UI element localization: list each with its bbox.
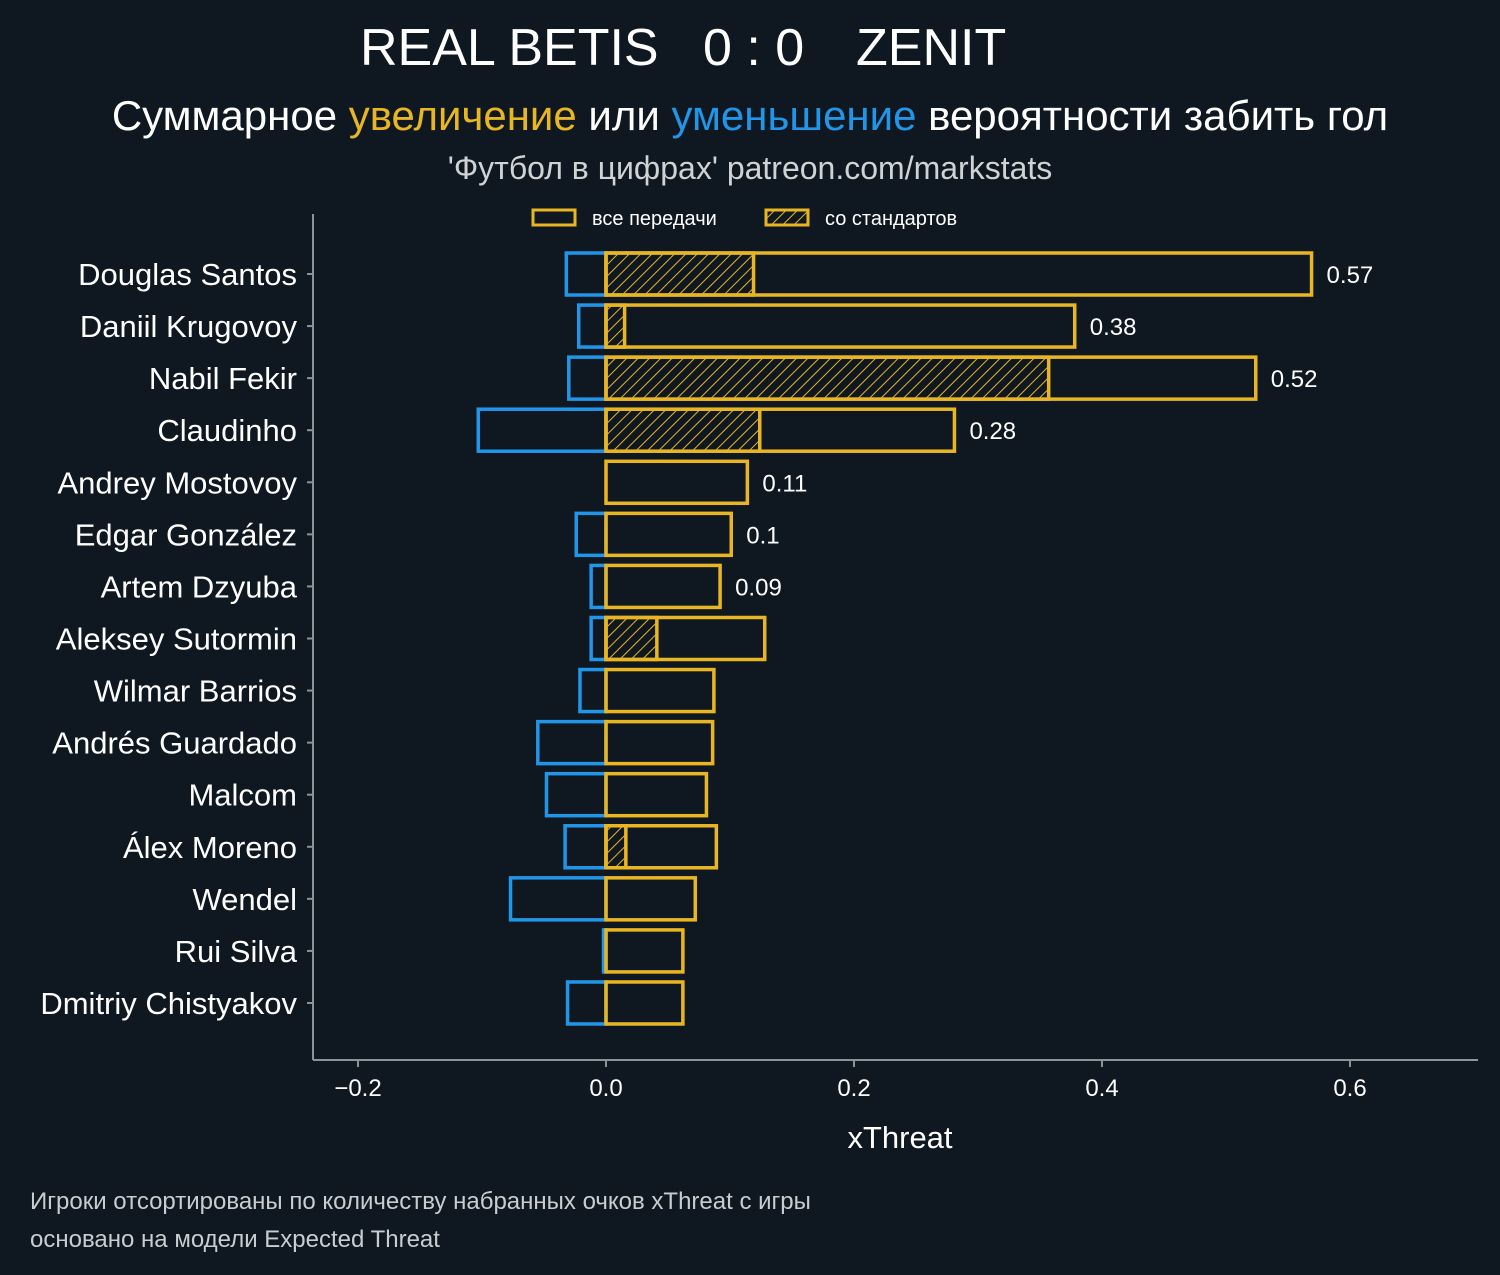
legend-swatch <box>531 208 577 227</box>
value-label: 0.28 <box>969 418 1016 445</box>
set-piece-bar <box>604 615 659 662</box>
negative-bar <box>589 563 608 610</box>
legend-swatch <box>764 208 810 227</box>
subtitle-part-1: Суммарное <box>111 92 349 139</box>
value-label: 0.09 <box>735 574 782 601</box>
all-passes-bar <box>604 459 750 506</box>
all-passes-bar <box>604 667 716 714</box>
value-label: 0.52 <box>1271 366 1318 393</box>
footnote-model: основано на модели Expected Threat <box>30 1226 440 1253</box>
negative-bar <box>578 667 608 714</box>
negative-bar <box>563 824 608 870</box>
value-label: 0.38 <box>1090 314 1137 341</box>
credit-line: 'Футбол в цифрах' patreon.com/markstats <box>447 150 1053 186</box>
chart-subtitle: Суммарное увеличение или уменьшение веро… <box>0 92 1500 140</box>
all-passes-bar <box>604 355 1258 401</box>
player-label: Artem Dzyuba <box>101 569 298 604</box>
x-tick-label: 0.2 <box>837 1075 870 1102</box>
player-label: Dmitriy Chistyakov <box>40 986 297 1021</box>
home-team: REAL BETIS <box>360 19 659 77</box>
value-label: 0.57 <box>1327 262 1374 289</box>
player-label: Edgar González <box>75 517 297 552</box>
subtitle-part-2: или <box>576 92 672 139</box>
negative-bar <box>565 980 608 1026</box>
legend-label: все передачи <box>592 208 717 230</box>
all-passes-bar <box>604 928 685 974</box>
all-passes-bar <box>604 251 1314 297</box>
player-label: Rui Silva <box>175 934 298 969</box>
subtitle-increase: увеличение <box>348 92 577 139</box>
set-piece-bar <box>604 407 762 453</box>
player-label: Andrey Mostovoy <box>58 465 298 500</box>
negative-bar <box>544 771 608 818</box>
legend-label: со стандартов <box>825 208 957 230</box>
all-passes-bar <box>604 771 709 818</box>
value-label: 0.1 <box>746 522 779 549</box>
x-tick-label: 0.6 <box>1333 1075 1366 1102</box>
player-label: Aleksey Sutormin <box>56 621 297 656</box>
x-axis-label: xThreat <box>847 1120 952 1155</box>
x-tick-label: 0.0 <box>589 1075 622 1102</box>
subtitle-part-3: вероятности забить гол <box>916 92 1389 139</box>
footnote-sorting: Игроки отсортированы по количеству набра… <box>30 1188 811 1215</box>
player-label: Álex Moreno <box>123 830 297 865</box>
negative-bar <box>476 407 608 453</box>
x-tick-label: −0.2 <box>334 1075 381 1102</box>
player-label: Andrés Guardado <box>52 726 297 761</box>
player-label: Claudinho <box>157 413 297 448</box>
set-piece-bar <box>604 355 1051 401</box>
negative-bar <box>576 303 608 349</box>
all-passes-bar <box>604 303 1077 349</box>
value-label: 0.11 <box>762 470 807 497</box>
set-piece-bar <box>604 303 627 349</box>
all-passes-bar <box>604 615 767 662</box>
negative-bar <box>567 355 608 401</box>
player-label: Wendel <box>192 882 297 917</box>
negative-bar <box>589 615 608 662</box>
player-label: Daniil Krugovoy <box>80 309 298 344</box>
match-title: REAL BETIS 0 : 0 ZENIT <box>0 18 1500 78</box>
subtitle-decrease: уменьшение <box>671 92 917 139</box>
negative-bar <box>508 876 608 922</box>
set-piece-bar <box>604 251 756 297</box>
match-score: 0 : 0 <box>703 19 805 77</box>
all-passes-bar <box>604 876 698 922</box>
negative-bar <box>536 719 608 766</box>
player-label: Malcom <box>188 778 297 813</box>
all-passes-bar <box>604 407 957 453</box>
set-piece-bar <box>604 824 628 870</box>
player-label: Nabil Fekir <box>149 361 297 396</box>
x-tick-label: 0.4 <box>1085 1075 1118 1102</box>
player-label: Wilmar Barrios <box>94 674 297 709</box>
all-passes-bar <box>604 719 715 766</box>
all-passes-bar <box>604 980 685 1026</box>
player-label: Douglas Santos <box>78 257 297 292</box>
all-passes-bar <box>604 511 733 558</box>
all-passes-bar <box>604 824 719 870</box>
all-passes-bar <box>604 563 722 610</box>
negative-bar <box>564 251 608 297</box>
away-team: ZENIT <box>856 19 1007 77</box>
negative-bar <box>574 511 608 558</box>
